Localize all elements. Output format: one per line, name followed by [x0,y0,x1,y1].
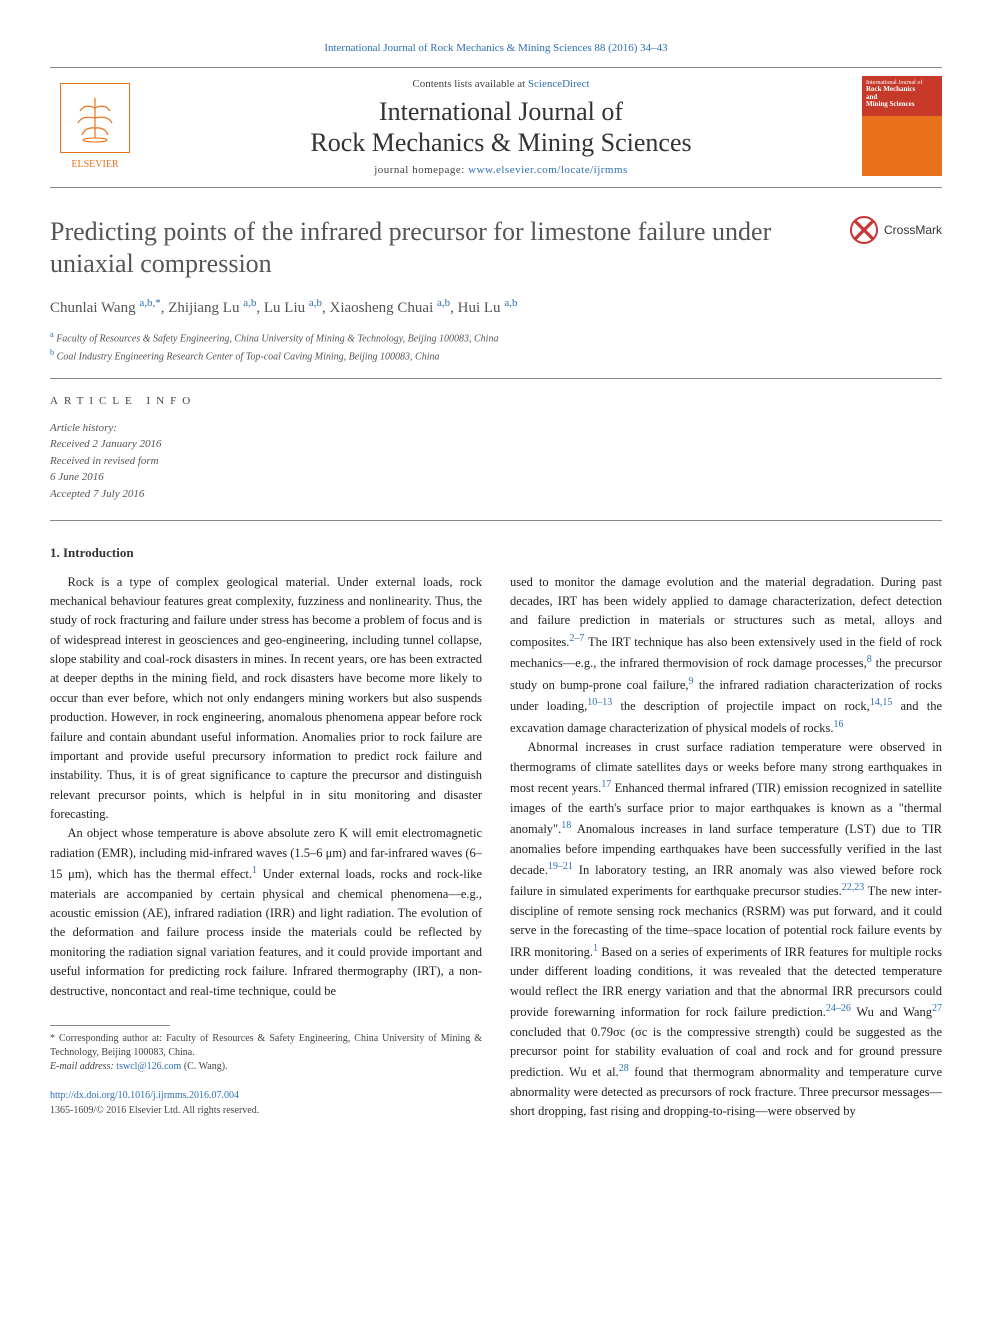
para-text: the description of projectile impact on … [612,699,870,713]
elsevier-wordmark: ELSEVIER [71,157,118,172]
affiliations: a Faculty of Resources & Safety Engineer… [50,329,942,379]
aff-text: Faculty of Resources & Safety Engineerin… [56,334,498,345]
para: Abnormal increases in crust surface radi… [510,738,942,1121]
para: used to monitor the damage evolution and… [510,573,942,739]
author-affref: a,b [437,297,450,309]
journal-cover-thumbnail: International Journal of Rock Mechanics … [862,76,942,176]
email-line: E-mail address: tswcl@126.com (C. Wang). [50,1060,482,1074]
citation-ref[interactable]: 14,15 [870,697,893,708]
journal-name: International Journal of Rock Mechanics … [140,96,862,158]
para-text: Under external loads, rocks and rock-lik… [50,867,482,997]
article-title: Predicting points of the infrared precur… [50,216,834,281]
section-1-heading: 1. Introduction [50,543,942,563]
elsevier-tree-icon [60,83,130,153]
contents-prefix: Contents lists available at [412,78,527,90]
contents-available-line: Contents lists available at ScienceDirec… [140,76,862,93]
corr-prefix: * Corresponding author at: [50,1033,166,1044]
author-name: Hui Lu [458,300,501,316]
affiliation-line: a Faculty of Resources & Safety Engineer… [50,329,942,346]
email-link[interactable]: tswcl@126.com [116,1061,181,1072]
header-center: Contents lists available at ScienceDirec… [140,76,862,179]
citation-ref[interactable]: 16 [833,719,843,730]
citation-ref[interactable]: 22,23 [842,882,865,893]
author-affref: a,b [243,297,256,309]
citation-ref[interactable]: 10–13 [587,697,612,708]
citation-ref[interactable]: 17 [601,779,611,790]
journal-homepage-line: journal homepage: www.elsevier.com/locat… [140,162,862,179]
history-label: Article history: [50,420,942,437]
email-suffix: (C. Wang). [181,1061,227,1072]
author-list: Chunlai Wang a,b,*, Zhijiang Lu a,b, Lu … [50,295,942,320]
citation-ref[interactable]: 27 [932,1003,942,1014]
article-history: Article history: Received 2 January 2016… [50,420,942,522]
crossmark-badge[interactable]: CrossMark [850,216,942,244]
history-received: Received 2 January 2016 [50,436,942,453]
para: Rock is a type of complex geological mat… [50,573,482,825]
title-row: Predicting points of the infrared precur… [50,216,942,281]
author-name: Chunlai Wang [50,300,136,316]
aff-key: b [50,348,54,357]
doi-link[interactable]: http://dx.doi.org/10.1016/j.ijrmms.2016.… [50,1090,239,1101]
sciencedirect-link[interactable]: ScienceDirect [528,78,590,90]
citation-ref[interactable]: 28 [619,1063,629,1074]
author: Zhijiang Lu a,b [168,300,256,316]
aff-key: a [50,330,54,339]
affiliation-line: b Coal Industry Engineering Research Cen… [50,347,942,364]
journal-header: ELSEVIER Contents lists available at Sci… [50,67,942,188]
author-affref: a,b [309,297,322,309]
author-affref: a,b, [139,297,155,309]
history-revised-line2: 6 June 2016 [50,469,942,486]
column-left: Rock is a type of complex geological mat… [50,573,482,1122]
author-name: Zhijiang Lu [168,300,239,316]
journal-name-line1: International Journal of [379,97,623,126]
author-name: Lu Liu [264,300,305,316]
aff-text: Coal Industry Engineering Research Cente… [57,351,440,362]
author: Hui Lu a,b [458,300,518,316]
footnote-separator [50,1025,170,1026]
doi-block: http://dx.doi.org/10.1016/j.ijrmms.2016.… [50,1088,482,1119]
corresponding-author-note: * Corresponding author at: Faculty of Re… [50,1032,482,1060]
email-label: E-mail address: [50,1061,116,1072]
author-affref: a,b [504,297,517,309]
crossmark-icon [850,216,878,244]
para-text: Wu and Wang [851,1005,932,1019]
journal-name-line2: Rock Mechanics & Mining Sciences [310,128,691,157]
column-right: used to monitor the damage evolution and… [510,573,942,1122]
para: An object whose temperature is above abs… [50,824,482,1001]
article-info-heading: article info [50,393,942,410]
cover-bold-line3: Mining Sciences [866,101,938,109]
history-accepted: Accepted 7 July 2016 [50,486,942,503]
history-revised-line1: Received in revised form [50,453,942,470]
homepage-link[interactable]: www.elsevier.com/locate/ijrmms [468,164,628,176]
author: Chunlai Wang a,b,* [50,300,161,316]
citation-ref[interactable]: 18 [561,820,571,831]
citation-ref[interactable]: 24–26 [826,1003,851,1014]
body-columns: Rock is a type of complex geological mat… [50,573,942,1122]
author-corresponding-star: * [155,297,161,309]
citation-ref[interactable]: 2–7 [569,633,584,644]
elsevier-logo: ELSEVIER [50,76,140,179]
issn-copyright-line: 1365-1609/© 2016 Elsevier Ltd. All right… [50,1103,482,1119]
author-name: Xiaosheng Chuai [330,300,434,316]
top-citation: International Journal of Rock Mechanics … [50,40,942,57]
footnotes: * Corresponding author at: Faculty of Re… [50,1032,482,1074]
crossmark-label: CrossMark [884,221,942,239]
homepage-prefix: journal homepage: [374,164,468,176]
citation-ref[interactable]: 19–21 [548,861,573,872]
author: Lu Liu a,b [264,300,322,316]
author: Xiaosheng Chuai a,b [330,300,451,316]
